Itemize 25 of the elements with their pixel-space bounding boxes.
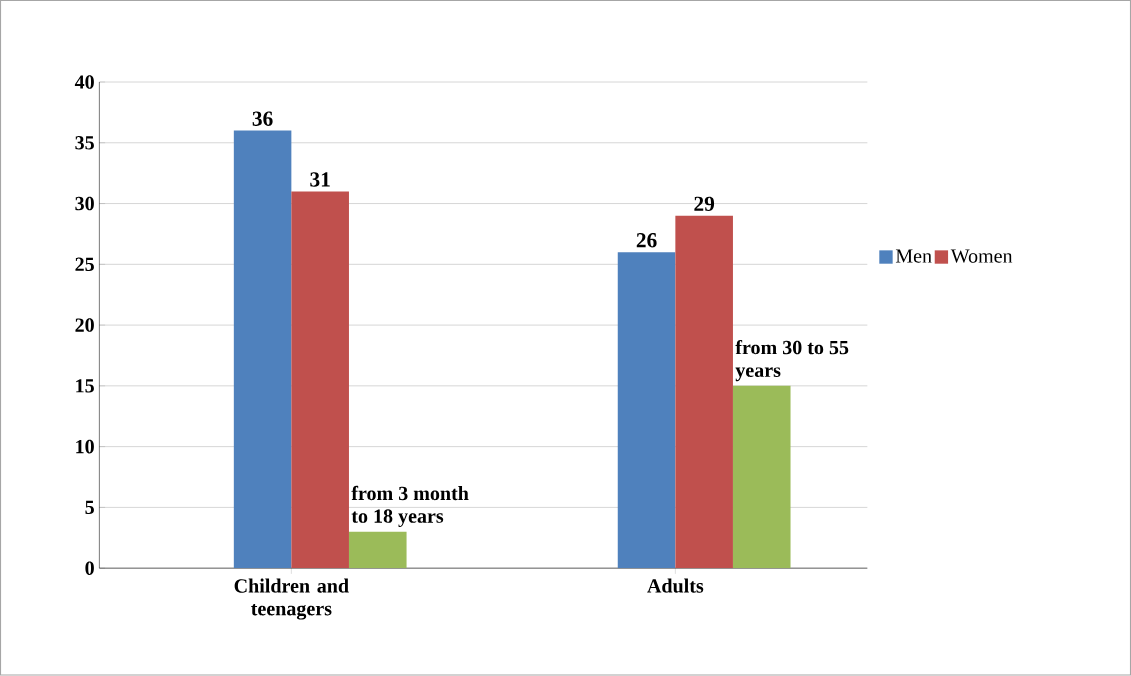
data-label: 31 [310, 172, 330, 187]
bar [348, 531, 407, 569]
data-label: from 3 month to 18 years [351, 486, 469, 528]
y-tick-label: 20 [75, 318, 94, 333]
y-tick-label: 5 [85, 500, 94, 515]
bar [675, 215, 733, 569]
bar [233, 130, 292, 569]
x-tick-label: Children and teenagers [234, 578, 349, 620]
y-tick-label: 25 [75, 257, 94, 272]
legend-label: Women [950, 249, 1013, 264]
bar [291, 191, 349, 569]
bar [617, 252, 676, 569]
y-tick-label: 10 [76, 440, 94, 454]
bar [732, 386, 791, 569]
legend-label: Men [895, 249, 932, 263]
y-tick-label: 35 [75, 136, 94, 150]
data-label: from 30 to 55 years [735, 340, 849, 382]
data-label: 26 [636, 233, 657, 248]
y-tick-label: 30 [75, 197, 94, 211]
y-tick-label: 15 [76, 379, 94, 393]
data-label: 36 [252, 111, 273, 127]
data-label: 29 [694, 196, 715, 212]
x-tick-label: Adults [647, 578, 704, 593]
y-tick-label: 0 [85, 561, 94, 576]
y-tick-label: 40 [74, 75, 94, 89]
